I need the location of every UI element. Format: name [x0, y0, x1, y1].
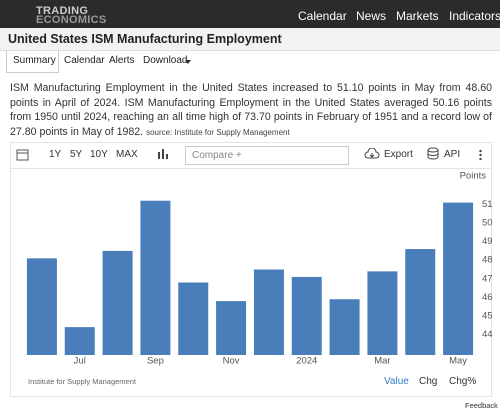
chart: Points 44 45 46 47 48 49 50 51 Jul Sep Nov 2024 Mar M…: [26, 171, 493, 367]
bar: [102, 250, 133, 355]
page-title: United States ISM Manufacturing Employme…: [8, 32, 282, 46]
x-tick-label: Mar: [374, 356, 390, 367]
chart-box: [10, 142, 492, 397]
bar: [26, 258, 57, 355]
export-icon[interactable]: [364, 148, 380, 160]
feedback-link[interactable]: Feedback: [465, 401, 498, 410]
summary-text: ISM Manufacturing Employment in the Unit…: [10, 81, 492, 140]
tab[interactable]: Alerts: [109, 55, 135, 66]
x-tick-label: Nov: [223, 356, 240, 367]
bar: [405, 249, 436, 355]
mode-button[interactable]: Chg%: [449, 376, 477, 387]
compare-input[interactable]: Compare +: [185, 146, 349, 165]
export-button[interactable]: Export: [384, 149, 413, 160]
y-tick-label: 45: [482, 310, 493, 321]
y-tick-label: 48: [482, 255, 493, 266]
range-button[interactable]: 5Y: [70, 149, 83, 160]
y-axis-label: Points: [460, 171, 487, 182]
bar: [443, 202, 474, 355]
api-icon[interactable]: [427, 147, 439, 160]
bar: [329, 299, 360, 355]
x-tick-label: Sep: [147, 356, 164, 367]
bar: [140, 200, 171, 355]
bar: [253, 269, 284, 355]
tab[interactable]: Summary: [13, 55, 56, 66]
nav-bar: TRADING ECONOMICS Calendar News Markets …: [0, 0, 500, 32]
bar: [216, 301, 247, 355]
api-button[interactable]: API: [444, 149, 461, 160]
active-tab-box: [6, 50, 59, 73]
summary-body: ISM Manufacturing Employment in the Unit…: [10, 82, 492, 138]
range-button[interactable]: 10Y: [90, 149, 108, 160]
x-tick-label: Jul: [74, 356, 86, 367]
y-tick-label: 47: [482, 273, 493, 284]
nav-item[interactable]: News: [356, 9, 387, 23]
title-bar: United States ISM Manufacturing Employme…: [0, 28, 500, 51]
summary-source: source: Institute for Supply Management: [146, 127, 290, 137]
y-tick-label: 51: [482, 199, 493, 210]
logo-top[interactable]: TRADING: [36, 5, 89, 17]
menu-icon[interactable]: [478, 149, 483, 161]
x-tick-label: May: [449, 356, 467, 367]
nav-item[interactable]: Markets: [396, 9, 439, 23]
compare-placeholder: Compare +: [192, 150, 242, 161]
x-tick-label: 2024: [296, 356, 317, 367]
bar: [64, 327, 95, 355]
bar: [367, 271, 398, 355]
y-tick-label: 46: [482, 292, 493, 303]
tab[interactable]: Calendar: [64, 55, 105, 66]
bar: [291, 276, 322, 355]
chart-type-icon[interactable]: [157, 149, 169, 160]
logo-bottom[interactable]: ECONOMICS: [36, 14, 107, 26]
toolbar: [10, 142, 490, 169]
calendar-icon[interactable]: [16, 148, 30, 161]
mode-button[interactable]: Value: [384, 376, 409, 387]
nav-item[interactable]: Indicators: [449, 9, 500, 23]
y-tick-label: 49: [482, 236, 493, 247]
nav-item[interactable]: Calendar: [298, 9, 347, 23]
chart-source: Institute for Supply Management: [28, 377, 136, 386]
range-button[interactable]: MAX: [116, 149, 138, 160]
range-button[interactable]: 1Y: [49, 149, 62, 160]
tab[interactable]: Download: [143, 55, 188, 66]
mode-button[interactable]: Chg: [419, 376, 438, 387]
dropdown-arrow: [185, 60, 191, 64]
bar: [178, 282, 209, 355]
y-tick-label: 44: [482, 329, 493, 340]
y-tick-label: 50: [482, 218, 493, 229]
